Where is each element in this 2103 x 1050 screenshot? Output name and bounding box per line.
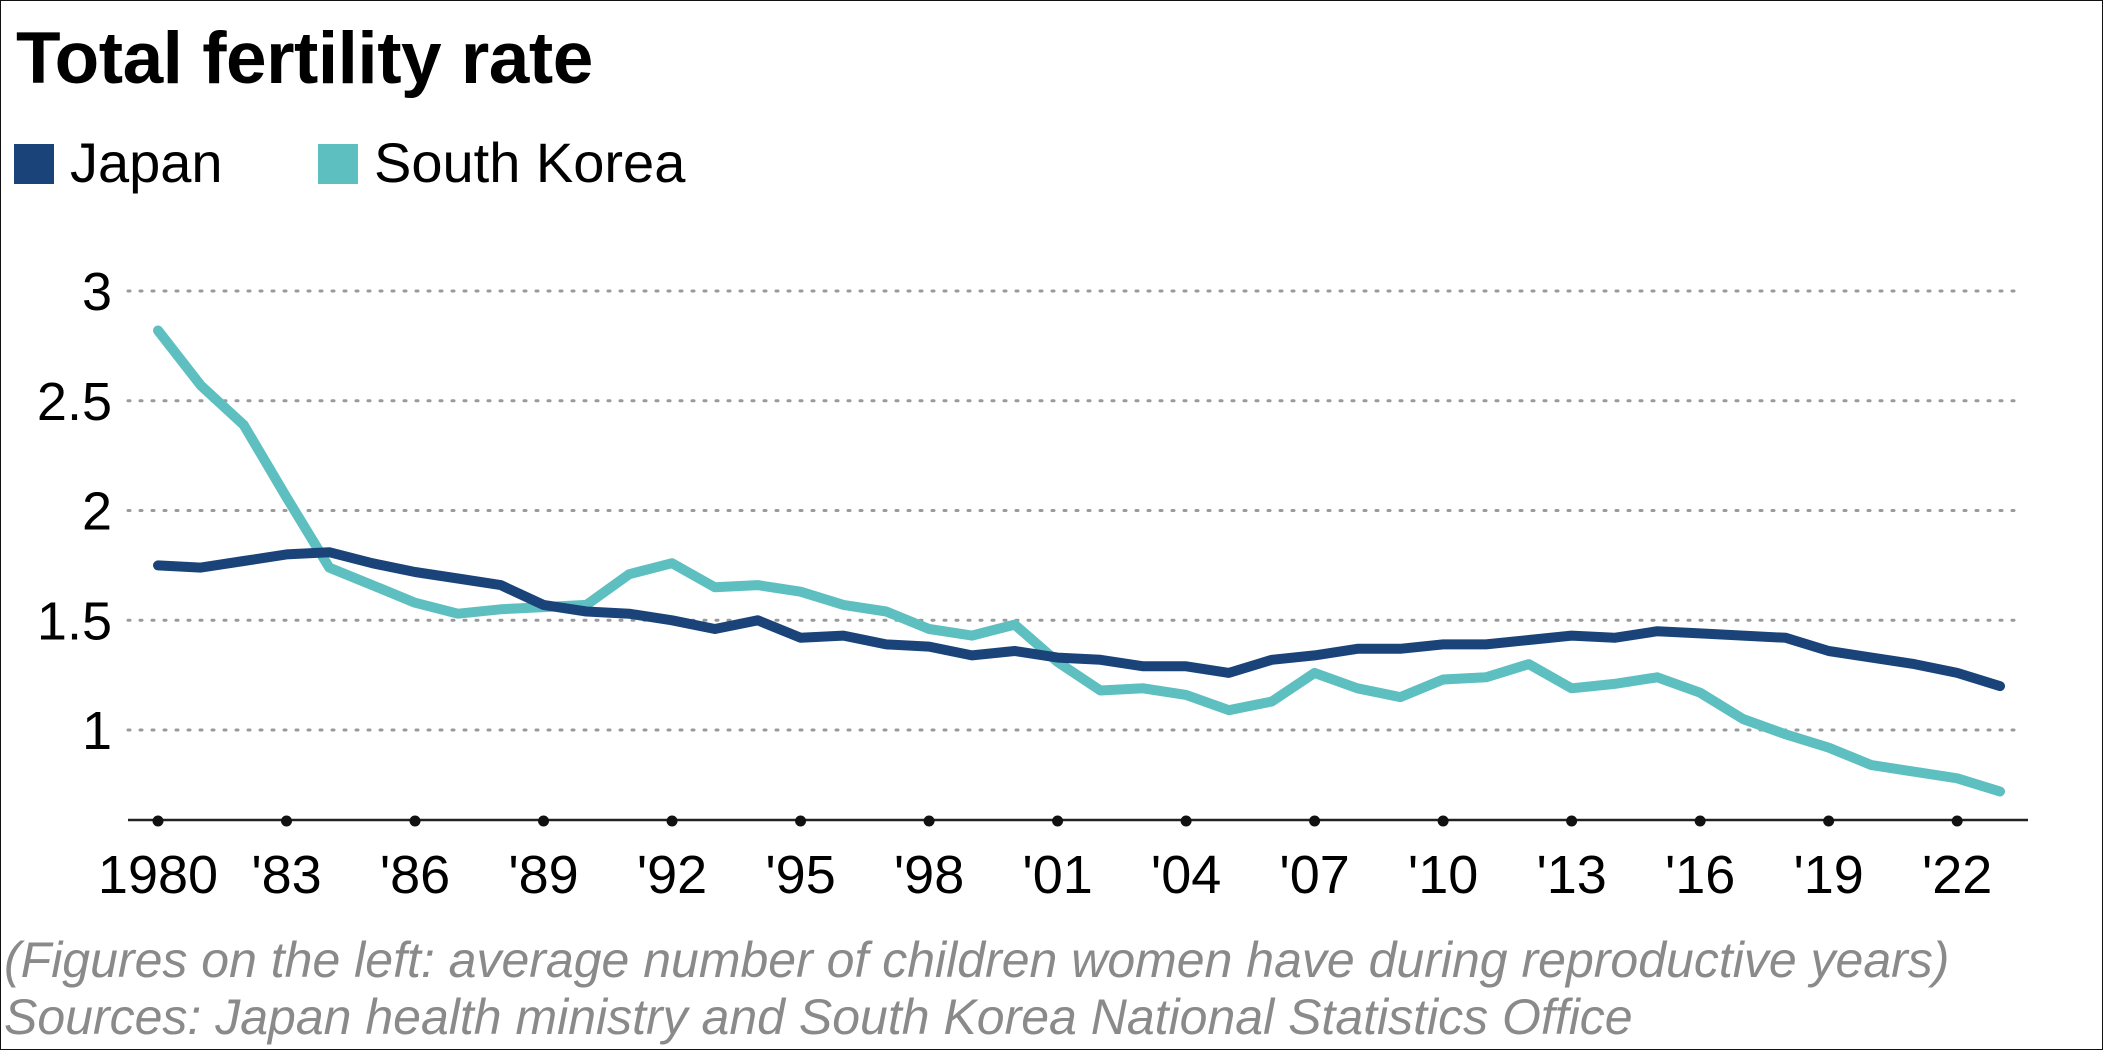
x-tick-label: '22 — [1922, 845, 1992, 905]
x-tick-dot — [923, 815, 935, 827]
x-tick-dot — [1823, 815, 1835, 827]
x-tick-label: '86 — [380, 845, 450, 905]
x-tick-dot — [281, 815, 293, 827]
x-tick-dot — [1951, 815, 1963, 827]
y-tick-label: 3 — [82, 262, 112, 322]
footnote-sources: Sources: Japan health ministry and South… — [4, 989, 1633, 1045]
x-tick-dot — [538, 815, 550, 827]
x-tick-label: '95 — [765, 845, 835, 905]
x-tick-dot — [666, 815, 678, 827]
legend-label-japan: Japan — [70, 131, 223, 194]
x-tick-dot — [1309, 815, 1321, 827]
x-tick-label: 1980 — [98, 845, 218, 905]
x-tick-dot — [1180, 815, 1192, 827]
x-tick-dot — [795, 815, 807, 827]
x-tick-dot — [1566, 815, 1578, 827]
legend-label-south-korea: South Korea — [374, 131, 686, 194]
series-line-japan — [153, 547, 2005, 692]
x-tick-label: '13 — [1536, 845, 1606, 905]
x-tick-dot — [409, 815, 421, 827]
x-tick-label: '10 — [1408, 845, 1478, 905]
y-tick-label: 1 — [82, 701, 112, 761]
x-tick-dot — [152, 815, 164, 827]
x-tick-label: '92 — [637, 845, 707, 905]
legend-swatch-south-korea — [318, 144, 358, 184]
x-tick-dot — [1694, 815, 1706, 827]
y-tick-label: 2.5 — [37, 372, 112, 432]
x-tick-dot — [1437, 815, 1449, 827]
x-tick-label: '89 — [508, 845, 578, 905]
series-line-south-korea — [153, 325, 2005, 797]
y-tick-label: 2 — [82, 482, 112, 542]
legend-swatch-japan — [14, 144, 54, 184]
x-tick-dot — [1052, 815, 1064, 827]
chart-title: Total fertility rate — [16, 18, 593, 99]
x-tick-label: '07 — [1279, 845, 1349, 905]
x-tick-label: '01 — [1022, 845, 1092, 905]
footnote-definition: (Figures on the left: average number of … — [4, 932, 1950, 988]
x-tick-label: '83 — [251, 845, 321, 905]
x-tick-label: '19 — [1793, 845, 1863, 905]
y-tick-label: 1.5 — [37, 591, 112, 651]
x-tick-label: '98 — [894, 845, 964, 905]
x-tick-label: '16 — [1665, 845, 1735, 905]
x-tick-label: '04 — [1151, 845, 1221, 905]
